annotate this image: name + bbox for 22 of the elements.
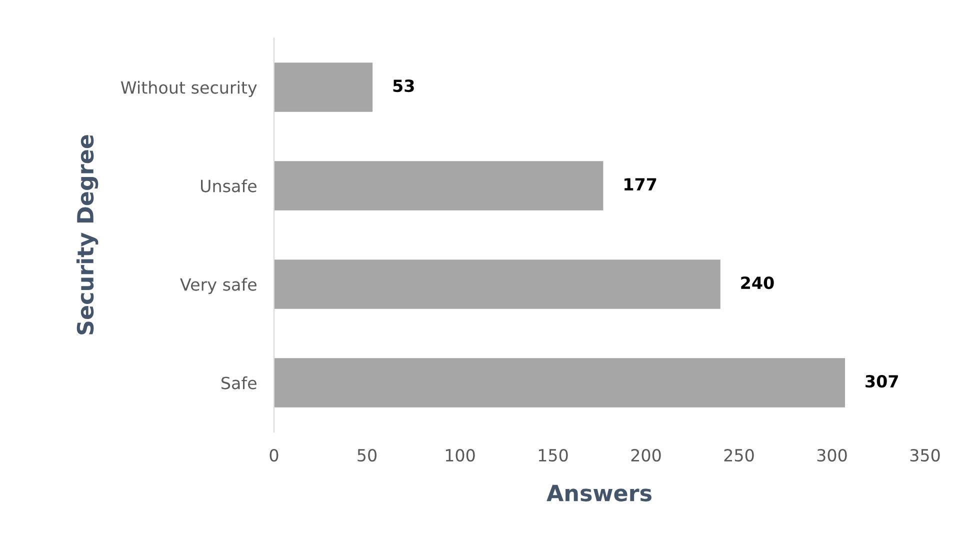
x-tick-label: 200 [631,448,661,462]
x-tick-label: 50 [358,448,376,462]
x-tick-label: 100 [446,448,475,462]
x-tick-label: 350 [910,448,940,462]
y-tick-label: Safe [222,376,256,390]
data-label: 177 [624,178,656,190]
y-tick-label: Without security [120,80,257,98]
x-tick-label: 150 [538,448,568,462]
x-tick-label: 300 [817,448,847,462]
y-axis-title: Security Degree [76,135,98,334]
bar [274,358,846,408]
x-axis-title: Answers [546,484,652,502]
bar [274,260,720,309]
x-tick-label: 0 [270,448,278,462]
data-label: 240 [741,276,774,290]
data-label: 53 [393,79,414,92]
bar [274,161,604,210]
bar [274,62,373,112]
y-tick-label: Very safe [180,278,256,294]
y-tick-label: Unsafe [201,179,256,192]
x-tick-label: 250 [724,448,754,462]
data-label: 307 [866,374,898,388]
